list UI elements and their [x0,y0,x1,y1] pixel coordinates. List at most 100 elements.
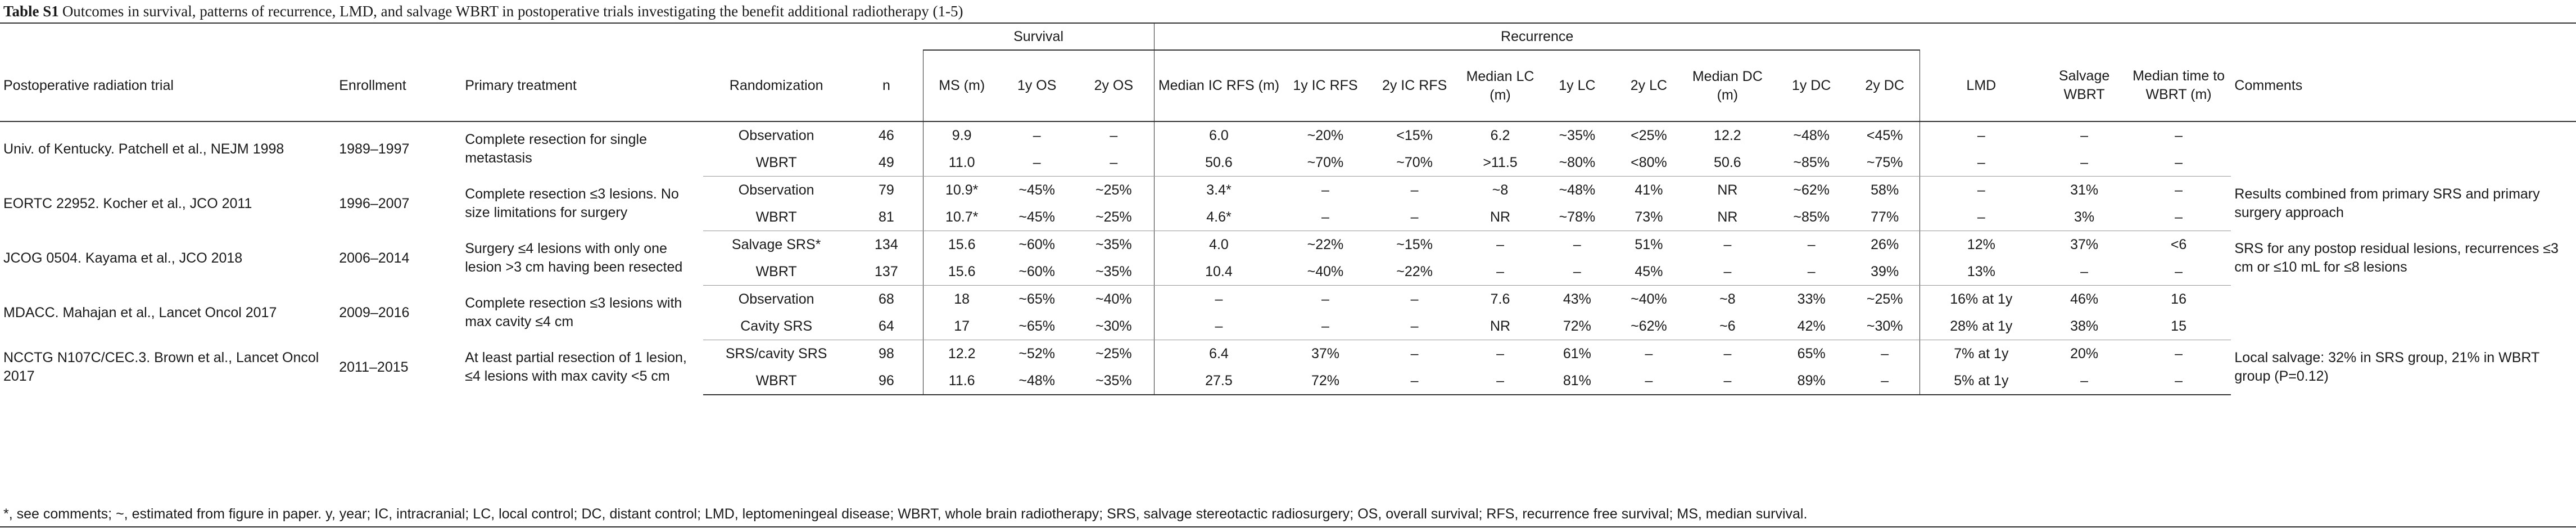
cell-lc2: 73% [1615,204,1682,231]
cell-enrollment: 2006–2014 [339,250,410,266]
cell-icrfs1: – [1283,204,1368,231]
cell-n: 98 [878,345,894,362]
table-label: Table S1 [3,3,59,20]
cell-tt: 16 [2171,291,2186,307]
cell-lmd: – [1919,149,2043,177]
cell-os2: – [1074,149,1155,177]
cell-n: 134 [875,236,898,252]
cell-dc2: 58% [1871,182,1899,198]
cell-icrfs1: 72% [1283,367,1368,395]
table-footnote: *, see comments; ~, estimated from figur… [3,506,1808,522]
table-row: WBRT 137 15.6 ~60% ~35% 10.4 ~40% ~22% – –45% – –39… [0,258,2576,286]
cell-icrfs: 4.6* [1153,204,1284,231]
cell-lc2: – [1615,367,1682,395]
col-n: n [849,50,923,122]
cell-lmd: 28% at 1y [1919,313,2043,340]
cell-randomization: WBRT [703,149,850,177]
cell-lc2: 45% [1615,258,1682,286]
cell-salvage: – [2042,258,2126,286]
cell-trial: JCOG 0504. Kayama et al., JCO 2018 [3,250,243,266]
cell-randomization: WBRT [703,258,850,286]
cell-os1: – [1033,127,1041,143]
cell-icrfs2: – [1367,204,1462,231]
cell-ms: 18 [923,285,1000,313]
cell-tt: – [2126,367,2231,395]
cell-dc: 12.2 [1714,127,1741,143]
cell-lmd: 7% at 1y [1919,340,2043,367]
col-lc2: 2y LC [1615,50,1682,122]
cell-treatment: At least partial resection of 1 lesion, … [465,350,687,385]
cell-enrollment: 1989–1997 [339,141,410,157]
cell-dc1: 65% [1797,345,1826,362]
table-row: EORTC 22952. Kocher et al., JCO 2011 1996… [0,176,2576,220]
cell-ms: 11.0 [923,149,1000,177]
cell-tt: – [2175,127,2183,143]
cell-n: 64 [849,313,923,340]
cell-trial: NCCTG N107C/CEC.3. Brown et al., Lancet … [3,350,319,385]
cell-dc: NR [1717,182,1738,198]
cell-lmd: – [1919,204,2043,231]
cell-icrfs1: – [1283,313,1368,340]
cell-os1: ~52% [1018,345,1055,362]
cell-dc2: ~30% [1850,313,1920,340]
cell-icrfs2: ~70% [1367,149,1462,177]
cell-dc1: ~48% [1793,127,1830,143]
cell-icrfs: 6.4 [1153,340,1284,367]
cell-treatment: Surgery ≤4 lesions with only one lesion … [465,241,683,275]
cell-icrfs: 6.0 [1153,121,1284,149]
cell-n: 49 [849,149,923,177]
col-time-to-wbrt: Median time to WBRT (m) [2126,50,2231,122]
col-os2: 2y OS [1074,50,1155,122]
cell-dc: ~6 [1682,313,1773,340]
cell-icrfs1: ~40% [1283,258,1368,286]
cell-comments: SRS for any postop residual lesions, rec… [2234,241,2559,275]
cell-salvage: 31% [2070,182,2099,198]
col-trial: Postoperative radiation trial [0,50,336,122]
cell-dc: – [1682,367,1773,395]
cell-lmd: – [1919,121,2043,149]
cell-lc: NR [1461,204,1539,231]
cell-ms: 15.6 [923,258,1000,286]
cell-icrfs2: ~15% [1396,236,1433,252]
cell-os2: ~40% [1095,291,1132,307]
cell-lc: – [1496,236,1504,252]
cell-icrfs: – [1153,285,1284,313]
cell-os2: ~35% [1074,258,1155,286]
table-row: Univ. of Kentucky. Patchell et al., NEJM… [0,121,2576,166]
cell-enrollment: 2009–2016 [339,304,410,321]
cell-lc2: <25% [1631,127,1667,143]
cell-icrfs1: ~20% [1307,127,1344,143]
cell-tt: – [2175,182,2183,198]
col-dc2: 2y DC [1850,50,1920,122]
cell-dc2: 39% [1850,258,1920,286]
col-enrollment: Enrollment [336,50,462,122]
cell-lc: – [1496,345,1504,362]
cell-lc: 7.6 [1490,291,1510,307]
cell-ms: 15.6 [923,231,1000,258]
cell-salvage: 46% [2070,291,2099,307]
cell-lc: – [1461,367,1539,395]
col-dc: Median DC (m) [1682,50,1773,122]
col-lmd: LMD [1919,50,2043,122]
col-lc: Median LC (m) [1461,50,1539,122]
cell-lc: – [1461,258,1539,286]
cell-dc: – [1682,258,1773,286]
cell-dc: 50.6 [1682,149,1773,177]
cell-icrfs1: ~22% [1307,236,1344,252]
cell-tt: – [2126,204,2231,231]
cell-icrfs2: – [1367,367,1462,395]
cell-dc2: 77% [1850,204,1920,231]
col-os1: 1y OS [1000,50,1074,122]
cell-lc: NR [1461,313,1539,340]
cell-dc1: – [1807,236,1816,252]
cell-os1: ~65% [1018,291,1055,307]
cell-n: 96 [849,367,923,395]
cell-tt: <6 [2170,236,2187,252]
cell-icrfs2: <15% [1396,127,1433,143]
cell-n: 79 [878,182,894,198]
col-treatment: Primary treatment [461,50,703,122]
cell-randomization: Salvage SRS* [731,236,821,252]
cell-dc1: – [1773,258,1850,286]
cell-dc: NR [1682,204,1773,231]
cell-comments: Results combined from primary SRS and pr… [2234,186,2540,220]
